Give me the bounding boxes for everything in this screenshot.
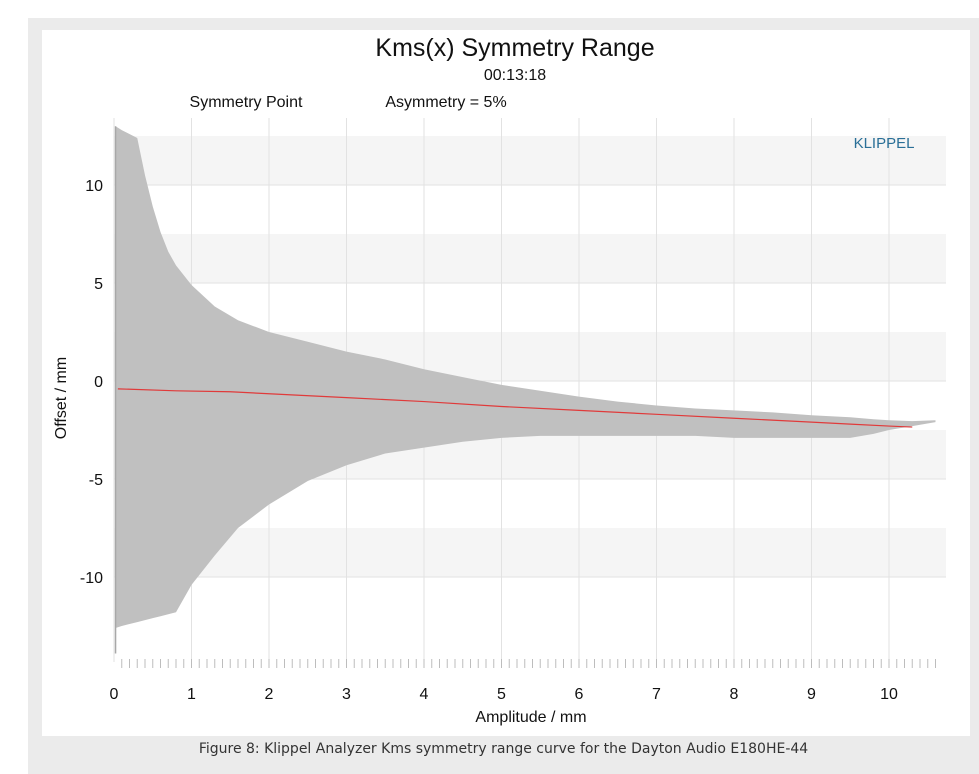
- figure-caption: Figure 8: Klippel Analyzer Kms symmetry …: [198, 741, 809, 757]
- y-tick--5: -5: [89, 472, 103, 489]
- asymmetry-band: [114, 126, 936, 654]
- annotation-symmetry-point: Symmetry Point: [190, 94, 303, 111]
- plot-band-1: [114, 234, 946, 283]
- x-tick-4: 4: [420, 686, 429, 703]
- brand-label: KLIPPEL: [854, 135, 915, 152]
- x-tick-labels: 0 1 2 3 4 5 6 7 8 9 10: [110, 686, 898, 703]
- y-tick-0: 0: [94, 374, 103, 391]
- x-tick-2: 2: [265, 686, 274, 703]
- chart-subtitle: 00:13:18: [484, 67, 546, 84]
- x-tick-7: 7: [652, 686, 661, 703]
- symmetry-range-chart: Kms(x) Symmetry Range 00:13:18 Symmetry …: [53, 34, 946, 726]
- plot-band-0: [114, 136, 946, 185]
- plot-band-4: [114, 528, 946, 577]
- x-tick-6: 6: [575, 686, 584, 703]
- x-tick-3: 3: [342, 686, 351, 703]
- x-tick-9: 9: [807, 686, 816, 703]
- y-axis-label: Offset / mm: [53, 357, 70, 439]
- x-tick-1: 1: [187, 686, 196, 703]
- y-tick-5: 5: [94, 276, 103, 293]
- y-tick-labels: 10 5 0 -5 -10: [80, 178, 103, 587]
- symmetry-line: [117, 388, 913, 428]
- x-tick-8: 8: [730, 686, 739, 703]
- asymmetry-band-area: [115, 126, 936, 628]
- x-axis-label: Amplitude / mm: [475, 709, 586, 726]
- symmetry-point-line: [117, 388, 913, 428]
- annotation-asymmetry: Asymmetry = 5%: [385, 94, 506, 111]
- chart-title: Kms(x) Symmetry Range: [375, 34, 654, 62]
- x-tick-0: 0: [110, 686, 119, 703]
- x-tick-5: 5: [497, 686, 506, 703]
- y-tick-10: 10: [85, 178, 103, 195]
- y-tick--10: -10: [80, 570, 103, 587]
- x-minor-ticks: [121, 659, 936, 668]
- x-tick-10: 10: [880, 686, 898, 703]
